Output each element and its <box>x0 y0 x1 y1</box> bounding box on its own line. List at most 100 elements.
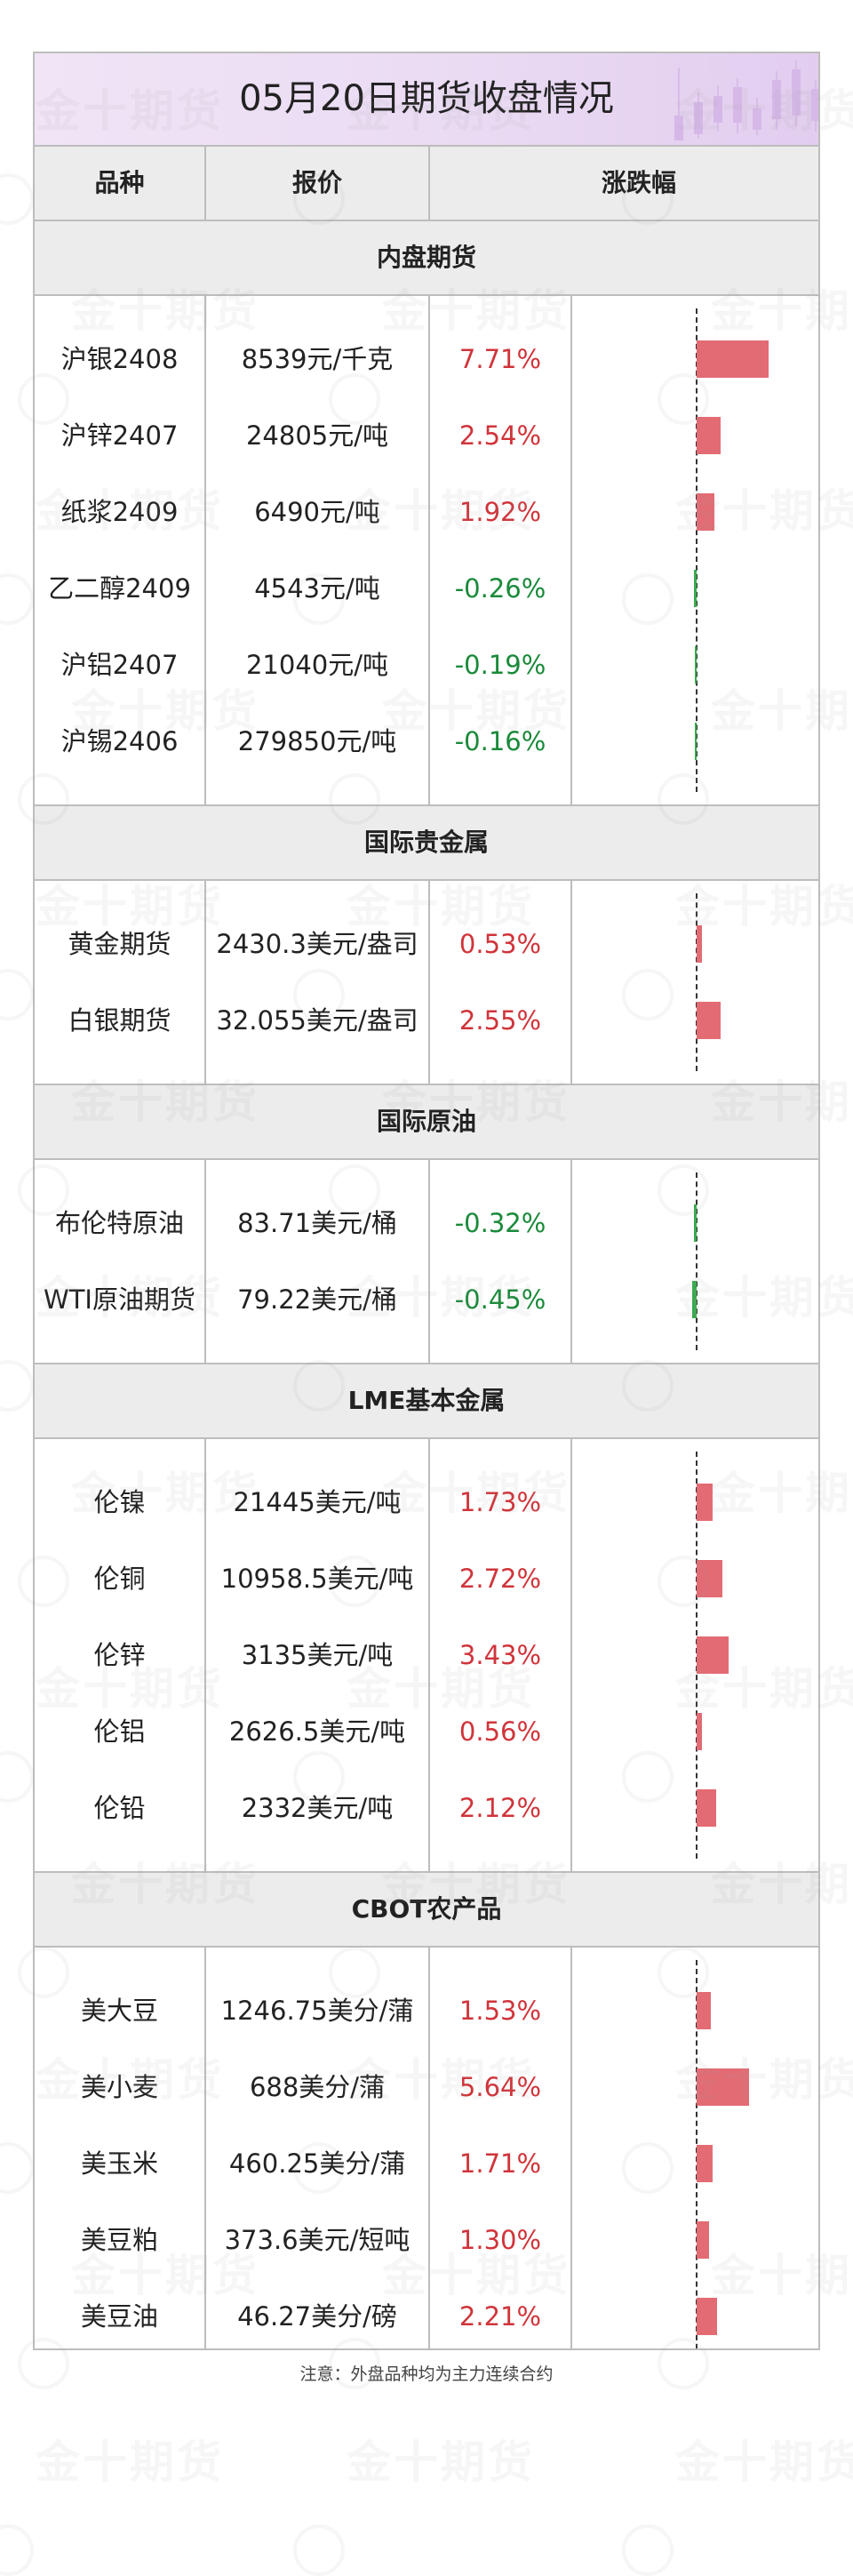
bar-column <box>572 1439 818 1871</box>
row-change: 0.53% <box>458 929 542 959</box>
bar-row <box>572 1617 818 1693</box>
section-body: 伦镍 伦铜 伦锌 伦铝 伦铅 21445美元/吨 10958.5美元/吨 3135美元/吨 26… <box>35 1439 818 1873</box>
section-body: 美大豆 美小麦 美玉米 美豆粕 美豆油 1246.75美分/蒲 688美分/蒲 460.25美… <box>35 1948 818 2348</box>
column-header-name: 品种 <box>35 147 206 220</box>
row-price: 2332美元/吨 <box>241 1793 394 1823</box>
section-body: 黄金期货 白银期货 2430.3美元/盎司 32.055美元/盎司 0.53% 2.55% <box>35 881 818 1085</box>
change-bar-positive <box>697 417 721 454</box>
row-price: 79.22美元/桶 <box>237 1284 397 1315</box>
change-bar-positive <box>697 2145 713 2182</box>
bar-row <box>572 550 818 627</box>
change-column: 1.53% 5.64% 1.71% 1.30% 2.21% <box>430 1948 572 2348</box>
row-name: 白银期货 <box>68 1005 171 1036</box>
row-change: -0.32% <box>454 1208 546 1238</box>
row-price: 10958.5美元/吨 <box>220 1564 414 1594</box>
zero-axis-line <box>696 1172 698 1350</box>
bar-row <box>572 2278 818 2348</box>
row-price: 6490元/吨 <box>254 497 380 527</box>
change-bar-positive <box>697 1002 721 1039</box>
bar-row <box>572 1540 818 1617</box>
row-change: 2.72% <box>458 1564 542 1594</box>
candle-body <box>772 80 781 119</box>
row-change: 3.43% <box>458 1640 542 1670</box>
page-title: 05月20日期货收盘情况 <box>239 78 614 119</box>
change-bar-negative <box>695 723 697 760</box>
watermark-logo-icon <box>293 2524 345 2576</box>
name-column: 伦镍 伦铜 伦锌 伦铝 伦铅 <box>35 1439 206 1871</box>
bar-row <box>572 1693 818 1770</box>
bar-row <box>572 2202 818 2278</box>
watermark-logo-icon <box>0 1751 34 1803</box>
row-change: 1.71% <box>458 2148 542 2179</box>
row-change: 0.56% <box>458 1716 542 1747</box>
name-column: 美大豆 美小麦 美玉米 美豆粕 美豆油 <box>35 1948 206 2348</box>
zero-axis-line <box>696 893 698 1071</box>
futures-table-card: 05月20日期货收盘情况 品种 报价 涨跌幅 内盘期货 沪银2408 沪锌2407 纸… <box>33 52 820 2350</box>
bar-row <box>572 474 818 550</box>
section-header: LME基本金属 <box>35 1364 818 1439</box>
row-change: 2.21% <box>458 2301 542 2332</box>
row-price: 8539元/千克 <box>241 344 394 374</box>
bar-row <box>572 627 818 703</box>
section-body: 布伦特原油 WTI原油期货 83.71美元/桶 79.22美元/桶 -0.32% -0.4… <box>35 1160 818 1364</box>
row-change: 1.30% <box>458 2225 542 2255</box>
row-price: 4543元/吨 <box>254 573 380 604</box>
change-bar-positive <box>697 2221 709 2259</box>
row-change: -0.16% <box>454 726 546 756</box>
bar-row <box>572 906 818 982</box>
section-header: 国际原油 <box>35 1085 818 1160</box>
change-bar-positive <box>697 1560 722 1597</box>
change-bar-positive <box>697 1484 713 1521</box>
change-bar-positive <box>697 925 702 963</box>
column-header-change: 涨跌幅 <box>602 168 677 197</box>
row-price: 21445美元/吨 <box>233 1487 402 1517</box>
row-name: 伦铝 <box>93 1716 146 1747</box>
title-bar: 05月20日期货收盘情况 <box>35 53 818 147</box>
bar-row <box>572 2049 818 2125</box>
row-name: 伦铅 <box>93 1793 146 1823</box>
change-bar-negative <box>693 1204 697 1242</box>
column-header-row: 品种 报价 涨跌幅 <box>35 147 818 221</box>
change-column: 7.71% 2.54% 1.92% -0.26% -0.19% -0.16% <box>430 296 572 804</box>
row-name: 美豆油 <box>80 2301 158 2332</box>
price-column: 2430.3美元/盎司 32.055美元/盎司 <box>206 881 430 1084</box>
bar-row <box>572 1770 818 1846</box>
candle-body <box>811 89 818 121</box>
price-column: 83.71美元/桶 79.22美元/桶 <box>206 1160 430 1363</box>
change-bar-negative <box>692 1281 697 1318</box>
price-column: 8539元/千克 24805元/吨 6490元/吨 4543元/吨 21040元/吨 27… <box>206 296 430 804</box>
row-name: 沪银2408 <box>60 344 179 374</box>
change-bar-positive <box>697 1789 717 1827</box>
bar-row <box>572 1464 818 1540</box>
change-bar-positive <box>697 2068 750 2106</box>
candlestick-decoration <box>674 60 818 140</box>
row-name: 美大豆 <box>80 1996 158 2026</box>
row-name: 乙二醇2409 <box>48 573 191 604</box>
row-name: 伦镍 <box>93 1487 146 1517</box>
bar-column <box>572 881 818 1084</box>
price-column: 1246.75美分/蒲 688美分/蒲 460.25美分/蒲 373.6美元/短吨 46… <box>206 1948 430 2348</box>
row-change: 7.71% <box>458 344 542 374</box>
row-price: 21040元/吨 <box>245 650 389 680</box>
name-column: 布伦特原油 WTI原油期货 <box>35 1160 206 1363</box>
section-header: CBOT农产品 <box>35 1873 818 1948</box>
watermark-logo-icon <box>0 573 34 625</box>
row-name: 布伦特原油 <box>54 1208 184 1238</box>
row-price: 83.71美元/桶 <box>237 1208 397 1238</box>
row-price: 24805元/吨 <box>245 420 389 451</box>
name-column: 黄金期货 白银期货 <box>35 881 206 1084</box>
row-price: 373.6美元/短吨 <box>224 2225 411 2255</box>
bar-row <box>572 1972 818 2049</box>
change-bar-positive <box>697 1992 712 2029</box>
row-price: 460.25美分/蒲 <box>228 2148 406 2179</box>
change-column: 1.73% 2.72% 3.43% 0.56% 2.12% <box>430 1439 572 1871</box>
footnote: 注意：外盘品种均为主力连续合约 <box>299 2364 554 2384</box>
bar-column <box>572 1160 818 1363</box>
row-change: 5.64% <box>458 2072 542 2102</box>
row-change: -0.26% <box>454 573 546 604</box>
zero-axis-line <box>696 308 698 792</box>
row-name: 沪铝2407 <box>60 650 179 680</box>
row-change: -0.19% <box>454 650 546 680</box>
watermark-text: 金十期货 <box>36 2436 224 2488</box>
row-change: 1.92% <box>458 497 542 527</box>
